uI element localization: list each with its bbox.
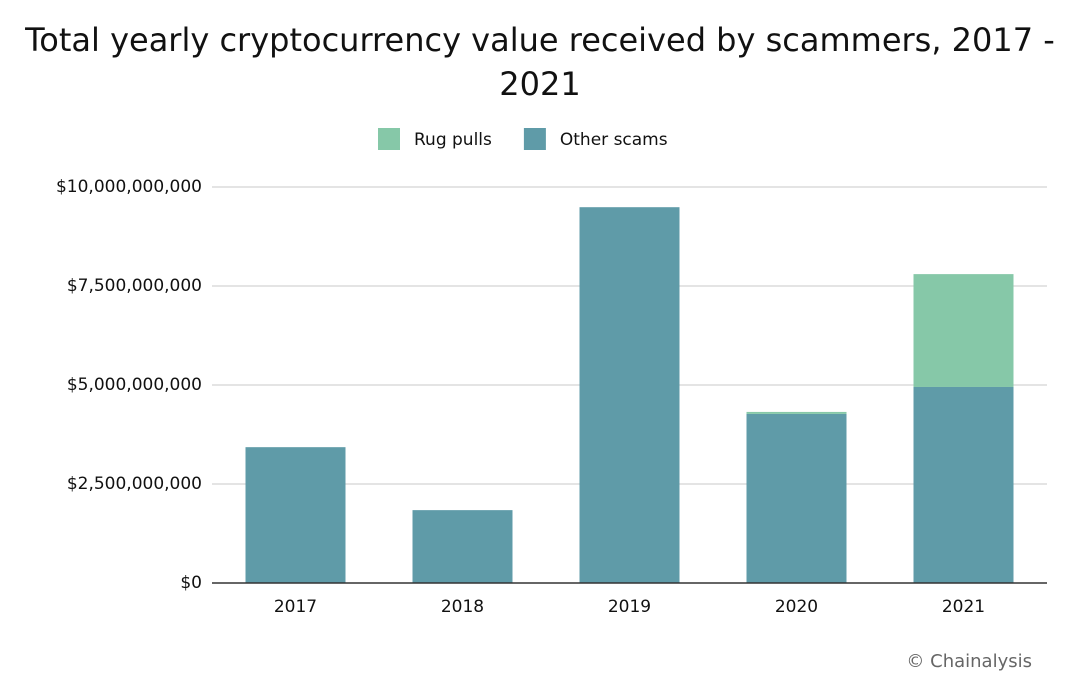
y-tick-label: $10,000,000,000 xyxy=(56,177,202,197)
y-tick-label: $5,000,000,000 xyxy=(67,375,202,395)
bar-segment xyxy=(746,413,847,583)
legend-swatch xyxy=(378,128,400,150)
chart-title: Total yearly cryptocurrency value receiv… xyxy=(25,21,1055,103)
bar-segment xyxy=(746,411,847,414)
x-tick-label: 2018 xyxy=(441,597,484,617)
credit: © Chainalysis xyxy=(906,651,1032,672)
bar-segment xyxy=(245,447,346,583)
legend-label: Other scams xyxy=(560,130,668,150)
y-tick-label: $0 xyxy=(180,573,202,593)
x-tick-label: 2019 xyxy=(608,597,651,617)
x-tick-label: 2017 xyxy=(274,597,317,617)
y-tick-label: $2,500,000,000 xyxy=(67,474,202,494)
y-tick-label: $7,500,000,000 xyxy=(67,276,202,296)
bar-segment xyxy=(412,510,513,583)
bar-segment xyxy=(579,207,680,584)
x-tick-label: 2020 xyxy=(775,597,818,617)
legend-swatch xyxy=(523,128,546,150)
bar-segment xyxy=(913,274,1014,387)
x-tick-label: 2021 xyxy=(942,597,985,617)
legend-label: Rug pulls xyxy=(414,130,492,150)
bar-segment xyxy=(913,386,1014,583)
